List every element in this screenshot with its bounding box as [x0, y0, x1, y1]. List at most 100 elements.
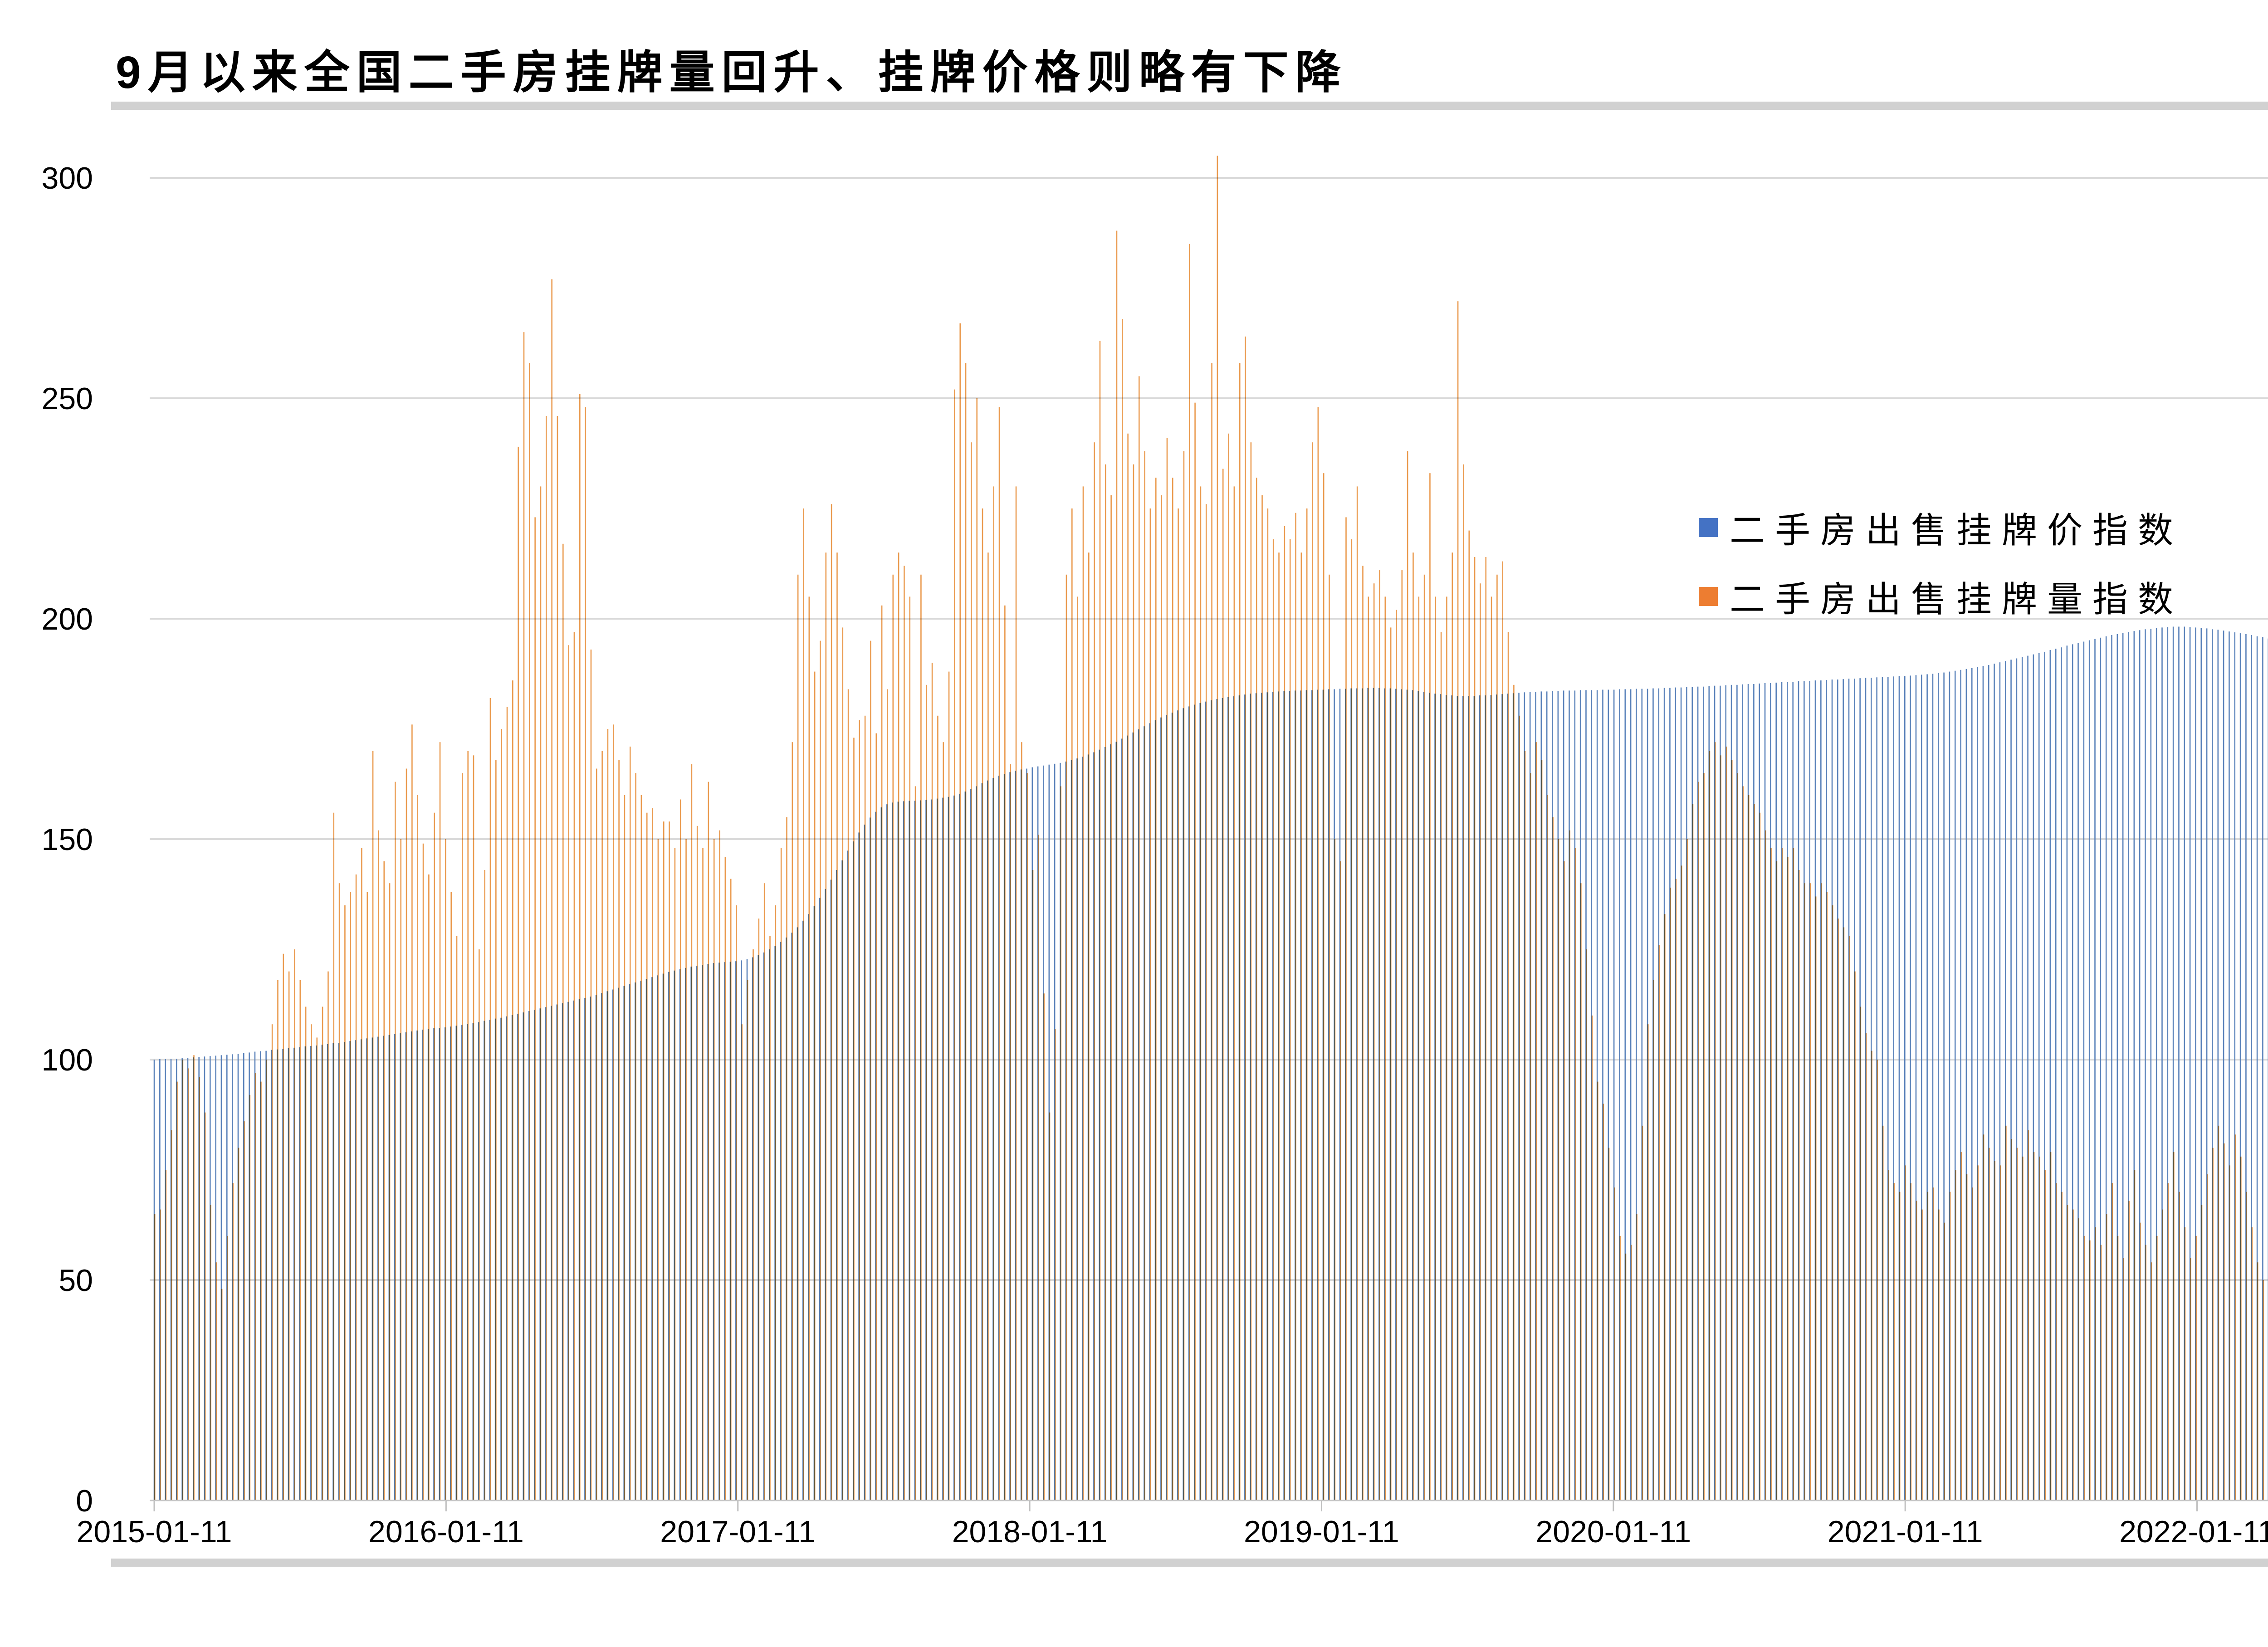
volume-bar — [1999, 1165, 2001, 1500]
volume-bar — [2229, 1165, 2230, 1500]
volume-bar — [719, 830, 720, 1500]
price-bar — [1954, 670, 1956, 1500]
price-bar — [1641, 689, 1643, 1500]
volume-bar — [372, 751, 374, 1500]
volume-bar — [534, 517, 536, 1501]
volume-bar — [1127, 433, 1129, 1500]
volume-bar — [562, 543, 564, 1500]
volume-bar — [1742, 786, 1744, 1500]
volume-bar — [355, 874, 357, 1500]
volume-bar — [965, 363, 967, 1501]
volume-bar — [489, 698, 491, 1500]
price-bar — [1608, 689, 1609, 1500]
volume-bar — [1927, 1192, 1929, 1500]
x-tick-label: 2022-01-11 — [2119, 1515, 2268, 1549]
volume-bar — [1407, 451, 1408, 1500]
price-bar — [2094, 639, 2096, 1500]
x-tick-label: 2020-01-11 — [1535, 1515, 1691, 1549]
volume-bar — [1681, 865, 1682, 1500]
price-bar — [2150, 629, 2152, 1500]
volume-bar — [1519, 715, 1520, 1500]
price-bar — [1926, 674, 1928, 1500]
volume-bar — [2039, 1156, 2040, 1500]
volume-bar — [210, 1205, 211, 1500]
price-bar — [2038, 653, 2040, 1500]
volume-bar — [1401, 570, 1403, 1500]
volume-bar — [1138, 376, 1140, 1501]
volume-bar — [1838, 919, 1839, 1500]
volume-bar — [596, 768, 597, 1500]
volume-bar — [350, 892, 352, 1500]
volume-bar — [1418, 596, 1420, 1500]
volume-bar — [333, 812, 335, 1500]
price-bar — [2156, 628, 2157, 1500]
volume-bar — [2005, 1125, 2007, 1500]
volume-bar — [1664, 914, 1666, 1500]
bottom-divider-rule — [111, 1559, 2268, 1567]
volume-series-swatch-icon — [1699, 587, 1718, 606]
price-bar — [2200, 628, 2202, 1500]
volume-bar — [1781, 848, 1783, 1500]
volume-bar — [2263, 1280, 2264, 1500]
price-bar — [1949, 671, 1950, 1500]
y-axis-labels: 0 50 100 150 200 250 300 — [42, 161, 93, 1518]
x-tick-label: 2019-01-11 — [1244, 1515, 1399, 1549]
volume-bar — [1496, 574, 1498, 1500]
volume-bar — [249, 1095, 251, 1500]
volume-bar — [1329, 574, 1330, 1500]
volume-bar — [814, 671, 816, 1500]
volume-bar — [820, 640, 821, 1500]
volume-bar — [2123, 1258, 2124, 1500]
price-bar — [1982, 666, 1984, 1500]
volume-bar — [601, 751, 603, 1500]
price-bar — [2189, 627, 2191, 1500]
volume-bar — [2044, 1170, 2046, 1500]
volume-bar — [1932, 1187, 1934, 1500]
volume-bar — [1155, 478, 1157, 1500]
volume-bar — [1860, 1007, 1862, 1500]
price-bar — [1915, 675, 1917, 1500]
volume-bar — [2190, 1258, 2191, 1500]
volume-bar — [523, 332, 525, 1501]
volume-bar — [870, 640, 871, 1500]
volume-bar — [1317, 407, 1319, 1501]
price-bar — [1893, 676, 1894, 1500]
y-tick-label: 250 — [42, 381, 93, 416]
volume-bar — [1368, 596, 1369, 1500]
volume-bar — [1334, 839, 1336, 1500]
price-bar — [2066, 645, 2068, 1500]
volume-bar — [1032, 870, 1034, 1500]
volume-bar — [305, 1007, 307, 1500]
volume-bar — [691, 764, 693, 1500]
volume-bar — [1105, 464, 1106, 1500]
price-bar — [2245, 634, 2247, 1500]
price-bar — [1630, 689, 1632, 1500]
volume-bar — [395, 782, 396, 1500]
volume-bar — [1015, 486, 1017, 1501]
price-bar — [1937, 673, 1939, 1500]
volume-bar — [1384, 596, 1386, 1500]
price-bar — [2083, 641, 2085, 1500]
volume-bar — [1435, 596, 1437, 1500]
volume-bar — [585, 407, 586, 1501]
volume-bar — [1848, 936, 1850, 1500]
volume-bar — [1396, 610, 1397, 1500]
volume-bar — [657, 839, 659, 1500]
volume-bar — [434, 812, 435, 1500]
volume-bar — [1714, 742, 1716, 1500]
y-tick-label: 0 — [76, 1484, 93, 1518]
volume-bar — [1178, 508, 1179, 1500]
price-bar — [2055, 649, 2057, 1500]
volume-bar — [2251, 1227, 2253, 1500]
price-bar — [1613, 689, 1615, 1500]
volume-bar — [2022, 1156, 2024, 1500]
volume-bar — [1077, 596, 1078, 1500]
volume-bar — [1457, 301, 1459, 1501]
volume-bar — [847, 689, 849, 1500]
volume-bar — [1261, 495, 1263, 1500]
volume-bar — [1217, 156, 1218, 1501]
volume-bar — [254, 1073, 256, 1500]
volume-bar — [713, 839, 715, 1500]
volume-bar — [1172, 478, 1173, 1500]
volume-bar — [1004, 605, 1006, 1500]
